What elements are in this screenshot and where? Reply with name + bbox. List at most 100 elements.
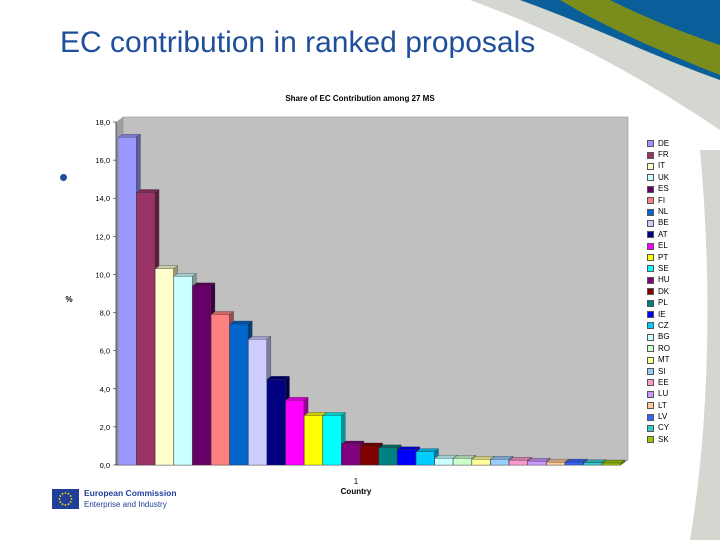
legend-label: LT <box>658 400 667 410</box>
y-tick-label: 14,0 <box>95 194 110 203</box>
legend-item-de: DE <box>647 138 687 149</box>
y-tick-label: 18,0 <box>95 118 110 127</box>
bar-se <box>322 412 346 466</box>
legend-label: SK <box>658 434 669 444</box>
legend-label: EE <box>658 377 669 387</box>
legend-swatch <box>647 162 654 170</box>
legend-swatch <box>647 174 654 182</box>
legend-swatch <box>647 345 654 353</box>
legend-swatch <box>647 368 654 375</box>
legend-label: CZ <box>658 320 669 330</box>
legend-item-hu: HU <box>647 275 687 286</box>
bar-chart: 0,0 2,0 4,0 6,0 8,0 10,0 12,0 14,0 16,0 18,0% 1Cou… <box>65 116 629 496</box>
chart-legend: DE FR IT UK ES FI NL BE AT EL PT SE HU DK PL IE CZ BG RO MT… <box>647 138 687 446</box>
legend-label: MT <box>658 355 670 365</box>
legend-item-ie: IE <box>647 309 687 320</box>
legend-item-dk: DK <box>647 286 687 297</box>
legend-item-nl: NL <box>647 206 687 217</box>
y-tick-label: 4,0 <box>100 385 110 394</box>
legend-item-be: BE <box>647 218 687 229</box>
legend-swatch <box>647 333 654 341</box>
legend-label: FI <box>658 195 666 205</box>
footer-logo: European Commission Enterprise and Indus… <box>52 488 177 510</box>
legend-swatch <box>647 219 654 227</box>
legend-swatch <box>647 299 654 307</box>
legend-label: PT <box>658 252 669 262</box>
legend-swatch <box>647 231 654 239</box>
legend-swatch <box>647 276 654 284</box>
legend-label: CY <box>658 423 670 433</box>
legend-label: HU <box>658 275 670 285</box>
y-tick-label: 0,0 <box>100 461 110 470</box>
legend-swatch <box>647 311 654 319</box>
legend-label: LU <box>658 389 669 399</box>
chart-title: Share of EC Contribution among 27 MS <box>285 94 435 103</box>
legend-label: IE <box>658 309 666 319</box>
x-axis-label: Country <box>341 487 372 496</box>
legend-label: ES <box>658 184 669 194</box>
legend-swatch <box>647 379 654 387</box>
legend-label: PL <box>658 298 668 308</box>
legend-label: AT <box>658 229 668 239</box>
legend-item-cy: CY <box>647 423 687 434</box>
legend-label: DK <box>658 286 670 296</box>
legend-swatch <box>647 242 654 250</box>
footer-org-name: European Commission <box>84 488 177 498</box>
legend-label: FR <box>658 150 669 160</box>
legend-swatch <box>647 402 654 410</box>
legend-item-pl: PL <box>647 297 687 308</box>
slide-title: EC contribution in ranked proposals <box>60 26 536 59</box>
legend-item-mt: MT <box>647 354 687 365</box>
legend-item-lt: LT <box>647 400 687 411</box>
legend-item-ro: RO <box>647 343 687 354</box>
legend-swatch <box>647 288 654 296</box>
y-tick-label: 16,0 <box>95 156 110 165</box>
y-tick-label: 8,0 <box>100 309 110 318</box>
legend-label: DE <box>658 138 670 148</box>
eu-flag-icon <box>52 489 79 509</box>
legend-label: LV <box>658 412 668 422</box>
legend-swatch <box>647 356 654 364</box>
legend-label: NL <box>658 207 669 217</box>
legend-item-es: ES <box>647 184 687 195</box>
legend-label: SI <box>658 366 666 376</box>
x-tick-label: 1 <box>354 477 359 486</box>
y-tick-label: 2,0 <box>100 423 110 432</box>
footer-dg-name: Enterprise and Industry <box>84 500 167 509</box>
legend-label: BG <box>658 332 670 342</box>
legend-item-pt: PT <box>647 252 687 263</box>
legend-item-se: SE <box>647 263 687 274</box>
legend-item-fi: FI <box>647 195 687 206</box>
legend-swatch <box>647 322 654 330</box>
legend-label: IT <box>658 161 666 171</box>
legend-label: UK <box>658 172 670 182</box>
legend-item-at: AT <box>647 229 687 240</box>
legend-item-lu: LU <box>647 389 687 400</box>
legend-label: BE <box>658 218 669 228</box>
legend-item-cz: CZ <box>647 320 687 331</box>
legend-item-ee: EE <box>647 377 687 388</box>
legend-swatch <box>647 140 654 148</box>
legend-swatch <box>647 208 654 216</box>
bar-sk <box>601 459 626 466</box>
legend-item-si: SI <box>647 366 687 377</box>
y-tick-label: 6,0 <box>100 347 110 356</box>
legend-item-lv: LV <box>647 411 687 422</box>
legend-item-it: IT <box>647 161 687 172</box>
legend-item-sk: SK <box>647 434 687 445</box>
bullet-icon <box>60 174 67 181</box>
legend-swatch <box>647 197 654 205</box>
legend-item-bg: BG <box>647 332 687 343</box>
legend-item-fr: FR <box>647 149 687 160</box>
legend-label: SE <box>658 263 669 273</box>
legend-swatch <box>647 390 654 398</box>
legend-label: EL <box>658 241 668 251</box>
legend-swatch <box>647 265 654 273</box>
legend-swatch <box>647 151 654 159</box>
legend-item-el: EL <box>647 241 687 252</box>
y-axis-label: % <box>65 295 72 304</box>
y-tick-label: 10,0 <box>95 270 110 279</box>
legend-swatch <box>647 254 654 262</box>
legend-swatch <box>647 424 654 432</box>
